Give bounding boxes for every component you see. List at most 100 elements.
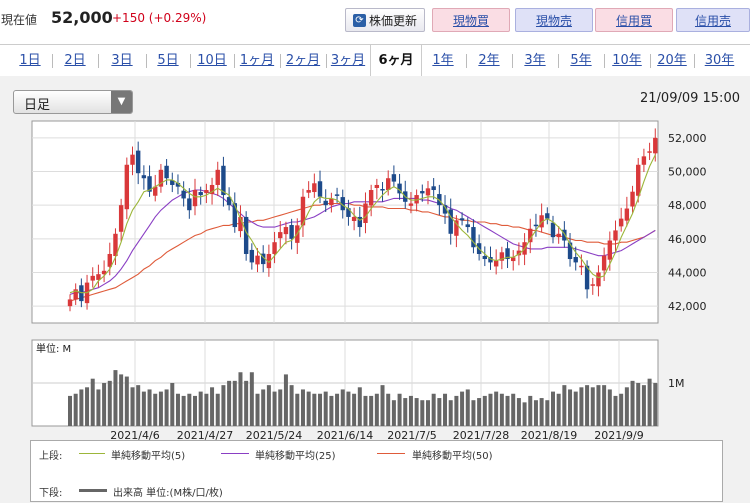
legend-upper-label: 上段: <box>39 451 63 462</box>
legend-ma50: 単純移動平均(50) <box>412 451 493 462</box>
volume-bar <box>369 395 374 426</box>
volume-bar <box>232 380 237 426</box>
volume-bar <box>636 383 641 426</box>
legend-lower-label: 下段: <box>39 488 63 499</box>
candle-body <box>118 205 124 232</box>
candle-body <box>613 230 618 241</box>
candle-body <box>630 191 635 207</box>
tab-2年[interactable]: 2年 <box>478 53 500 68</box>
candle-body <box>255 255 260 265</box>
price-y-tick-label: 50,000 <box>668 166 707 179</box>
volume-bar <box>73 393 78 426</box>
tab-5日[interactable]: 5日 <box>157 53 179 68</box>
volume-bar <box>624 387 629 426</box>
tab-separator <box>512 54 513 68</box>
candle-body <box>374 184 380 188</box>
ma25-swatch <box>221 453 249 454</box>
volume-bar <box>414 398 419 426</box>
volume-bar <box>391 400 396 426</box>
tab-1日[interactable]: 1日 <box>19 53 41 68</box>
volume-bar <box>630 380 635 426</box>
tab-3年[interactable]: 3年 <box>524 53 546 68</box>
tab-6ヶ月[interactable]: 6ヶ月 <box>370 45 422 78</box>
date-axis-label: 2021/7/28 <box>453 429 509 440</box>
volume-bar <box>340 389 345 426</box>
price-y-tick-label: 52,000 <box>668 132 707 145</box>
date-axis-labels: 2021/4/6 2021/4/27 2021/5/24 2021/6/14 2021/… <box>110 429 643 440</box>
tab-3日[interactable]: 3日 <box>111 53 133 68</box>
spot-buy-button[interactable]: 現物買 <box>432 8 510 32</box>
tab-3ヶ月[interactable]: 3ヶ月 <box>330 53 366 68</box>
candle-body <box>226 197 232 206</box>
candle-body <box>312 183 317 193</box>
volume-bar <box>318 393 323 426</box>
candle-body <box>607 240 613 260</box>
volume-bar <box>261 389 266 426</box>
candle-body <box>442 205 448 214</box>
candle-body <box>96 274 101 280</box>
candle-body <box>67 299 73 307</box>
volume-bar <box>136 385 141 426</box>
volume-bar <box>363 395 368 426</box>
refresh-price-button[interactable]: ⟳ 株価更新 <box>345 8 425 32</box>
candle-body <box>147 176 152 192</box>
margin-sell-button[interactable]: 信用売 <box>676 8 750 32</box>
volume-unit-label: 単位: M <box>36 342 71 355</box>
candle-body <box>459 218 465 221</box>
legend-volume: 出来高 単位:(M株/口/枚) <box>113 488 223 499</box>
margin-buy-button[interactable]: 信用買 <box>595 8 673 32</box>
volume-bar <box>596 385 601 426</box>
candle-body <box>516 250 522 256</box>
candle-body <box>618 218 624 227</box>
price-grid <box>32 121 658 323</box>
tab-separator <box>234 54 235 68</box>
candle-body <box>636 164 641 196</box>
volume-bar <box>90 378 95 426</box>
candle-body <box>204 190 209 194</box>
volume-bar <box>283 374 288 426</box>
volume-bar <box>187 393 192 426</box>
volume-bar <box>272 391 277 426</box>
volume-bar <box>295 393 300 426</box>
candle-body <box>101 270 107 275</box>
chart-timestamp: 21/09/09 15:00 <box>640 91 740 106</box>
tab-1ヶ月[interactable]: 1ヶ月 <box>239 53 275 68</box>
tab-separator <box>190 54 191 68</box>
candle-body <box>334 194 340 196</box>
tab-2ヶ月[interactable]: 2ヶ月 <box>285 53 321 68</box>
candle-body <box>533 224 539 227</box>
candle-body <box>170 180 175 185</box>
interval-select[interactable]: 日足 ▼ <box>13 90 133 114</box>
price-chart: 42,000 44,000 46,000 48,000 50,000 52,000 <box>31 120 707 324</box>
current-price-value: 52,000 <box>51 8 113 27</box>
candle-body <box>493 260 499 267</box>
volume-bar <box>602 385 607 426</box>
volume-bar <box>420 400 425 426</box>
tab-10年[interactable]: 10年 <box>612 53 642 68</box>
volume-bar <box>175 393 180 426</box>
volume-bar <box>653 383 658 426</box>
tab-2日[interactable]: 2日 <box>64 53 86 68</box>
tab-5年[interactable]: 5年 <box>570 53 592 68</box>
price-y-tick-label: 42,000 <box>668 300 707 313</box>
tab-30年[interactable]: 30年 <box>704 53 735 68</box>
volume-bar <box>494 391 499 426</box>
candle-body <box>653 137 658 154</box>
candle-body <box>130 154 135 165</box>
current-price-label: 現在値 <box>1 13 38 27</box>
price-y-tick-label: 44,000 <box>668 267 707 280</box>
tab-20年[interactable]: 20年 <box>657 53 687 68</box>
candle-body <box>380 189 385 191</box>
volume-bar <box>408 395 413 426</box>
tab-10日[interactable]: 10日 <box>197 53 227 68</box>
volume-bar <box>193 395 198 426</box>
volume-bar <box>238 372 243 426</box>
candle-body <box>550 222 556 238</box>
candle-body <box>465 224 470 228</box>
volume-bar <box>647 378 652 426</box>
spot-sell-button[interactable]: 現物売 <box>515 8 593 32</box>
volume-bar <box>102 383 107 426</box>
ma25-polyline <box>69 189 656 295</box>
tab-1年[interactable]: 1年 <box>432 53 454 68</box>
date-axis-label: 2021/4/27 <box>177 429 233 440</box>
